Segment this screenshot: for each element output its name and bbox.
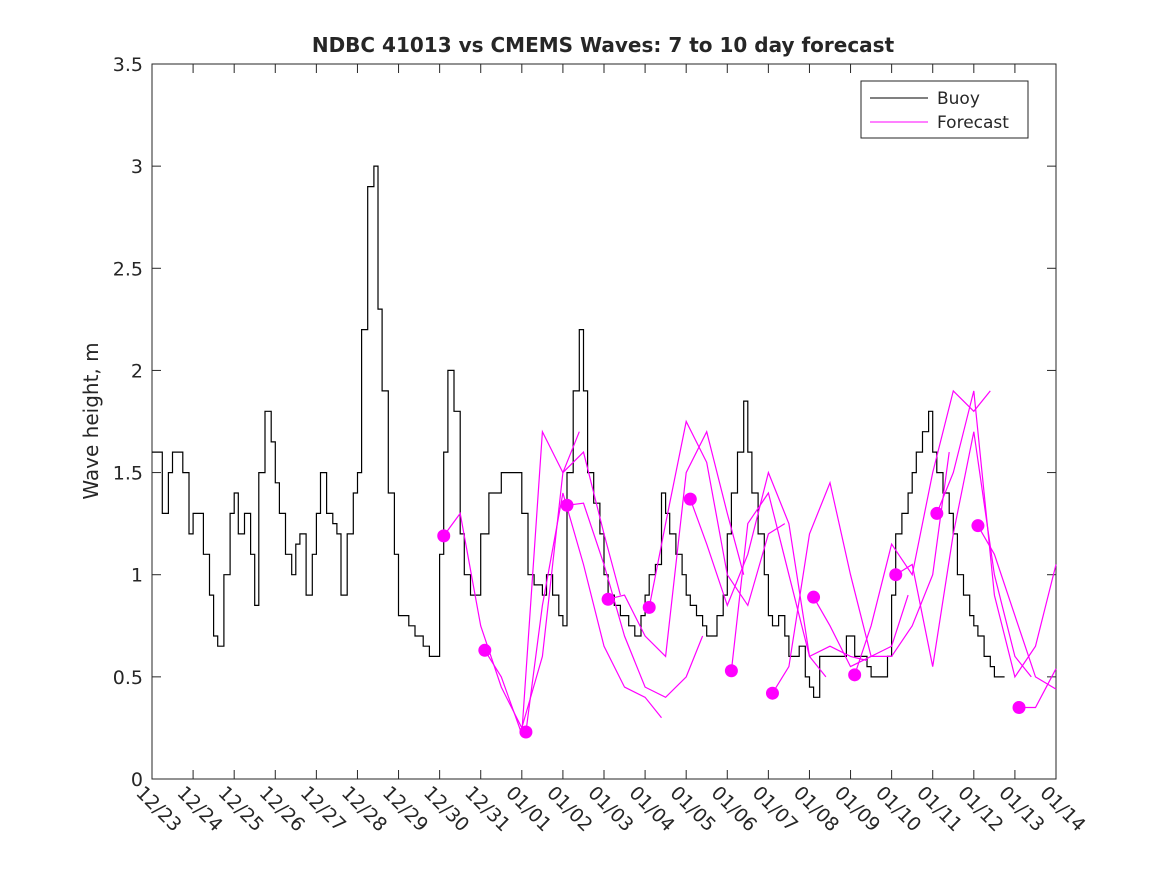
forecast-line <box>689 470 827 678</box>
forecast-marker <box>560 498 574 512</box>
forecast-marker <box>807 590 821 604</box>
forecast-line <box>525 492 662 733</box>
forecast-marker <box>683 492 697 506</box>
y-axis: 0 0.5 1 1.5 2 2.5 3 3.5 <box>113 54 1056 791</box>
forecast-marker <box>601 592 615 606</box>
forecast-line <box>813 452 950 668</box>
y-tick-label: 1.5 <box>113 463 143 485</box>
forecast-line <box>730 491 868 671</box>
y-tick-label: 0 <box>131 769 143 791</box>
forecast-markers <box>437 492 1026 739</box>
forecast-line <box>566 502 704 699</box>
buoy-line <box>152 165 1005 698</box>
forecast-line <box>443 431 580 730</box>
forecast-line <box>895 431 1032 678</box>
y-tick-label: 0.5 <box>113 667 143 689</box>
y-tick-label: 2.5 <box>113 258 143 280</box>
y-tick-label: 3 <box>131 156 143 178</box>
legend-buoy-label: Buoy <box>937 89 980 109</box>
forecast-line <box>854 389 991 675</box>
axes-box <box>151 63 1057 780</box>
legend: Buoy Forecast <box>860 80 1029 139</box>
forecast-marker <box>930 506 944 520</box>
plot-area: 00.511.522.533.5 12/2312/2412/2512/2612/… <box>113 54 1090 836</box>
forecast-line <box>607 429 745 658</box>
forecast-marker <box>478 643 492 657</box>
forecast-marker <box>437 529 451 543</box>
y-tick-label: 1 <box>131 565 143 587</box>
forecast-marker <box>642 600 656 614</box>
y-tick-label: 3.5 <box>113 54 143 76</box>
forecast-line <box>936 390 1057 679</box>
forecast-marker <box>889 568 903 582</box>
forecast-line <box>648 419 786 608</box>
forecast-marker <box>724 664 738 678</box>
forecast-marker <box>765 686 779 700</box>
forecast-line <box>977 525 1057 690</box>
y-tick-label: 2 <box>131 360 143 382</box>
forecast-line <box>771 480 909 694</box>
legend-box <box>860 80 1029 139</box>
legend-forecast-label: Forecast <box>937 113 1009 133</box>
forecast-line <box>484 429 621 735</box>
y-axis-label: Wave height, m <box>79 342 103 499</box>
series-layer <box>152 165 1057 735</box>
forecast-marker <box>848 668 862 682</box>
forecast-marker <box>519 725 533 739</box>
forecast-marker <box>971 519 985 533</box>
forecast-marker <box>1012 701 1026 714</box>
chart-title: NDBC 41013 vs CMEMS Waves: 7 to 10 day f… <box>312 33 895 57</box>
